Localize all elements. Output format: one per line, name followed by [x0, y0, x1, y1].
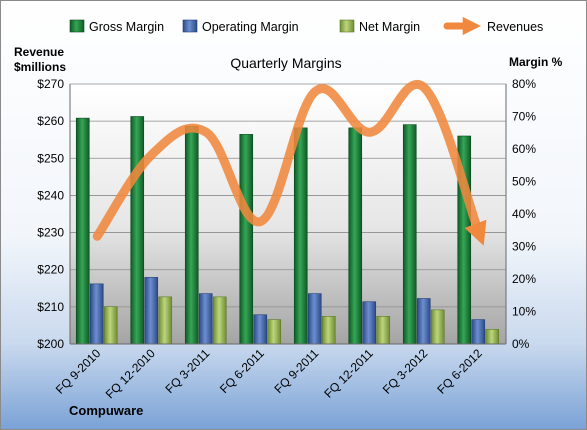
legend-operating-margin-label: Operating Margin: [202, 20, 299, 34]
legend-operating-margin: Operating Margin: [182, 19, 299, 34]
company-label: Compuware: [69, 403, 143, 418]
bar-operating-margin: [416, 298, 431, 345]
legend-gross-margin: Gross Margin: [69, 19, 164, 34]
bar-net-margin: [158, 296, 173, 345]
legend-operating-margin-swatch: [182, 19, 198, 33]
bar-gross-margin: [402, 124, 417, 345]
legend-net-margin-label: Net Margin: [359, 20, 420, 34]
legend: Gross Margin Operating Margin Net Margin Re…: [69, 16, 543, 36]
bar-operating-margin: [253, 314, 268, 345]
bar-gross-margin: [348, 127, 363, 345]
right-tick-label: 10%: [512, 305, 536, 319]
left-axis-title-line1: Revenue: [14, 45, 64, 59]
bar-net-margin: [267, 319, 282, 345]
bar-gross-margin: [75, 117, 90, 345]
bar-operating-margin: [144, 277, 159, 345]
revenue-line-path: [92, 80, 487, 246]
right-tick-label: 40%: [512, 207, 536, 221]
bar-net-margin: [376, 316, 391, 345]
left-tick-label: $260: [37, 114, 64, 128]
bar-operating-margin: [198, 293, 213, 345]
right-tick-label: 80%: [512, 77, 536, 91]
left-tick-label: $200: [37, 337, 64, 351]
right-tick-label: 30%: [512, 240, 536, 254]
bar-net-margin: [485, 329, 500, 345]
left-tick-label: $210: [37, 300, 64, 314]
legend-revenues: Revenues: [443, 16, 543, 36]
left-tick-label: $220: [37, 263, 64, 277]
legend-net-margin: Net Margin: [339, 19, 420, 34]
left-tick-label: $240: [37, 188, 64, 202]
bar-net-margin: [430, 309, 445, 345]
legend-net-margin-swatch: [339, 19, 355, 33]
bar-gross-margin: [130, 116, 145, 345]
bar-gross-margin: [293, 127, 308, 345]
right-tick-label: 0%: [512, 337, 530, 351]
chart-title: Quarterly Margins: [230, 55, 341, 71]
bar-operating-margin: [362, 301, 377, 345]
right-tick-label: 60%: [512, 142, 536, 156]
legend-gross-margin-label: Gross Margin: [89, 20, 164, 34]
bar-net-margin: [321, 316, 336, 345]
bar-operating-margin: [89, 283, 104, 345]
bars: [75, 116, 500, 345]
legend-gross-margin-swatch: [69, 19, 85, 33]
bar-operating-margin: [471, 319, 486, 345]
bar-operating-margin: [307, 293, 322, 345]
bar-net-margin: [103, 306, 118, 345]
left-axis-title-line2: $millions: [14, 60, 66, 74]
bar-net-margin: [212, 296, 227, 345]
left-tick-label: $230: [37, 226, 64, 240]
revenue-line: [92, 80, 487, 246]
left-tick-label: $270: [37, 77, 64, 91]
bar-gross-margin: [239, 134, 254, 345]
bar-gross-margin: [184, 125, 199, 345]
right-tick-label: 70%: [512, 110, 536, 124]
right-tick-label: 20%: [512, 272, 536, 286]
right-tick-label: 50%: [512, 175, 536, 189]
right-axis-title: Margin %: [509, 55, 563, 69]
legend-revenues-label: Revenues: [487, 20, 543, 34]
left-tick-label: $250: [37, 151, 64, 165]
